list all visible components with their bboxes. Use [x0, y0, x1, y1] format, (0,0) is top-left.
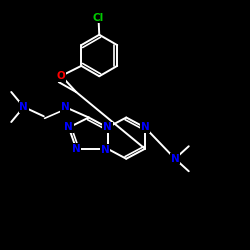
Text: Cl: Cl — [93, 13, 104, 23]
Text: N: N — [72, 144, 80, 154]
Text: N: N — [170, 154, 179, 164]
Text: N: N — [103, 122, 112, 132]
Text: N: N — [140, 122, 149, 132]
Text: N: N — [60, 102, 70, 112]
Text: N: N — [64, 122, 73, 132]
Text: N: N — [20, 102, 28, 112]
Text: N: N — [100, 145, 110, 155]
Text: O: O — [57, 71, 66, 81]
